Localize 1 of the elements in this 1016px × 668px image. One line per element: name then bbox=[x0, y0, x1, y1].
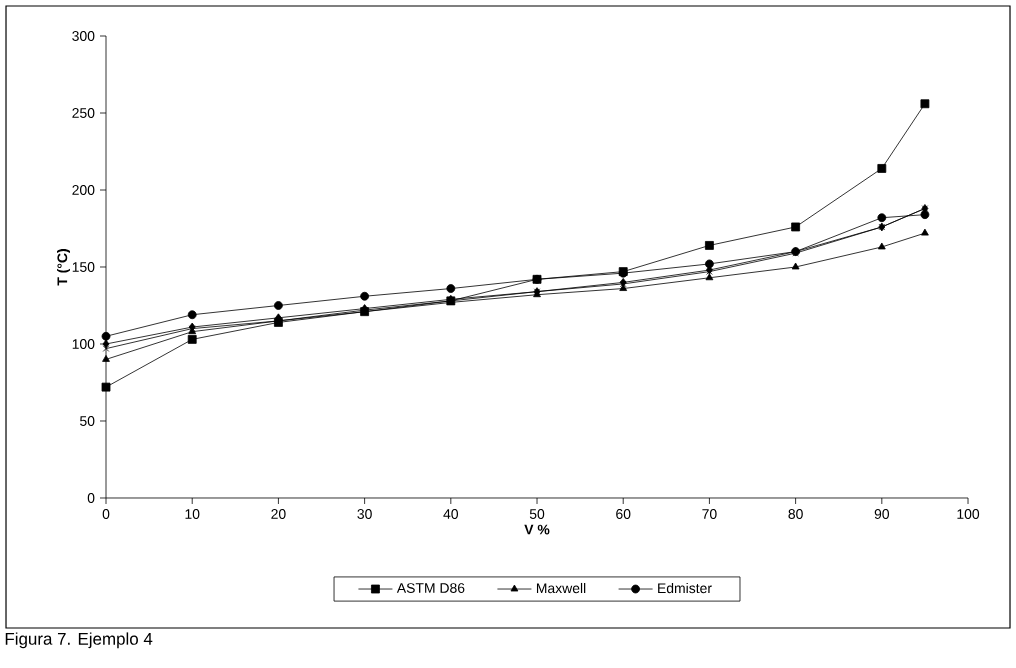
text: Figura 7. Ejemplo 4 bbox=[5, 632, 153, 649]
